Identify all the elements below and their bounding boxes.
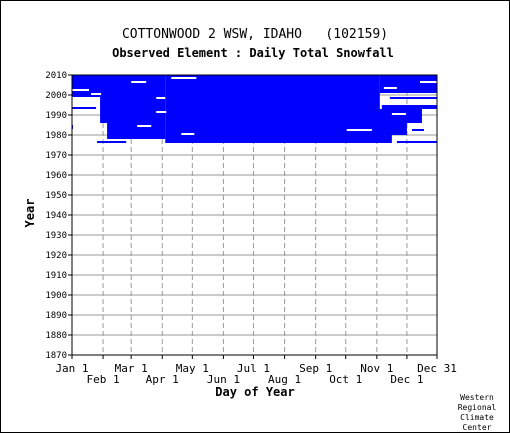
missing-record-gap	[156, 111, 167, 113]
snowfall-record-block	[341, 135, 392, 143]
snowfall-record-block	[381, 105, 437, 109]
y-tick-label: 1960	[45, 171, 67, 181]
missing-record-gap	[346, 129, 372, 131]
wrcc-credit: Western Regional Climate Center	[458, 393, 497, 432]
snowfall-record-block	[97, 141, 127, 143]
chart-subtitle: Observed Element : Daily Total Snowfall	[112, 46, 394, 60]
x-tick-label: Aug 1	[268, 373, 301, 386]
snowfall-record-block	[389, 97, 437, 99]
snowfall-record-block	[72, 75, 166, 97]
y-tick-label: 1980	[45, 131, 67, 141]
missing-record-gap	[171, 77, 197, 79]
credit-line-1: Western	[460, 393, 494, 402]
observation-marks	[72, 75, 437, 143]
snowfall-record-block	[100, 97, 166, 123]
x-axis-label: Day of Year	[215, 385, 294, 399]
missing-record-gap	[72, 89, 90, 91]
credit-line-2: Regional	[458, 403, 497, 412]
y-tick-label: 2010	[45, 71, 67, 81]
x-tick-label: Dec 31	[417, 362, 457, 375]
snowfall-record-block	[379, 75, 437, 93]
snowfall-record-block	[376, 109, 422, 123]
x-tick-label: Jun 1	[207, 373, 240, 386]
x-tick-label: May 1	[176, 362, 209, 375]
chart-title: COTTONWOOD 2 WSW, IDAHO (102159)	[122, 27, 388, 42]
snowfall-record-block	[396, 141, 437, 143]
y-tick-label: 1950	[45, 191, 67, 201]
snowfall-record-block	[72, 125, 74, 129]
y-tick-label: 1930	[45, 231, 67, 241]
y-tick-label: 1910	[45, 271, 67, 281]
missing-record-gap	[137, 125, 152, 127]
y-tick-label: 1940	[45, 211, 67, 221]
x-tick-label: Oct 1	[329, 373, 362, 386]
missing-record-gap	[181, 133, 195, 135]
credit-line-4: Center	[463, 423, 492, 432]
x-tick-label: Nov 1	[360, 362, 393, 375]
y-axis-label: Year	[23, 199, 37, 228]
missing-record-gap	[419, 81, 437, 83]
y-axis-ticks: 1870 1880 1890 1900 1910 1920 1930 1940 1950 1960…	[45, 71, 72, 361]
snowfall-record-block	[411, 129, 424, 131]
y-tick-label: 1870	[45, 351, 67, 361]
snowfall-record-block	[341, 123, 407, 135]
x-tick-label: Feb 1	[87, 373, 120, 386]
y-tick-label: 1990	[45, 111, 67, 121]
x-tick-label: Dec 1	[390, 373, 423, 386]
x-tick-label: Jan 1	[55, 362, 88, 375]
y-tick-label: 2000	[45, 91, 67, 101]
y-tick-label: 1900	[45, 291, 67, 301]
y-tick-label: 1880	[45, 331, 67, 341]
missing-record-gap	[407, 101, 424, 103]
missing-record-gap	[391, 113, 406, 115]
x-tick-label: Sep 1	[299, 362, 332, 375]
snowfall-record-block	[72, 107, 97, 109]
snowfall-record-block	[72, 85, 82, 87]
x-tick-label: Apr 1	[146, 373, 179, 386]
snowfall-record-block	[107, 123, 166, 139]
y-tick-label: 1970	[45, 151, 67, 161]
missing-record-gap	[383, 87, 397, 89]
x-tick-label: Mar 1	[115, 362, 148, 375]
y-tick-label: 1890	[45, 311, 67, 321]
missing-record-gap	[156, 97, 166, 99]
y-tick-label: 1920	[45, 251, 67, 261]
missing-record-gap	[131, 81, 147, 83]
missing-record-gap	[91, 93, 102, 95]
credit-line-3: Climate	[460, 413, 494, 422]
x-tick-label: Jul 1	[237, 362, 270, 375]
